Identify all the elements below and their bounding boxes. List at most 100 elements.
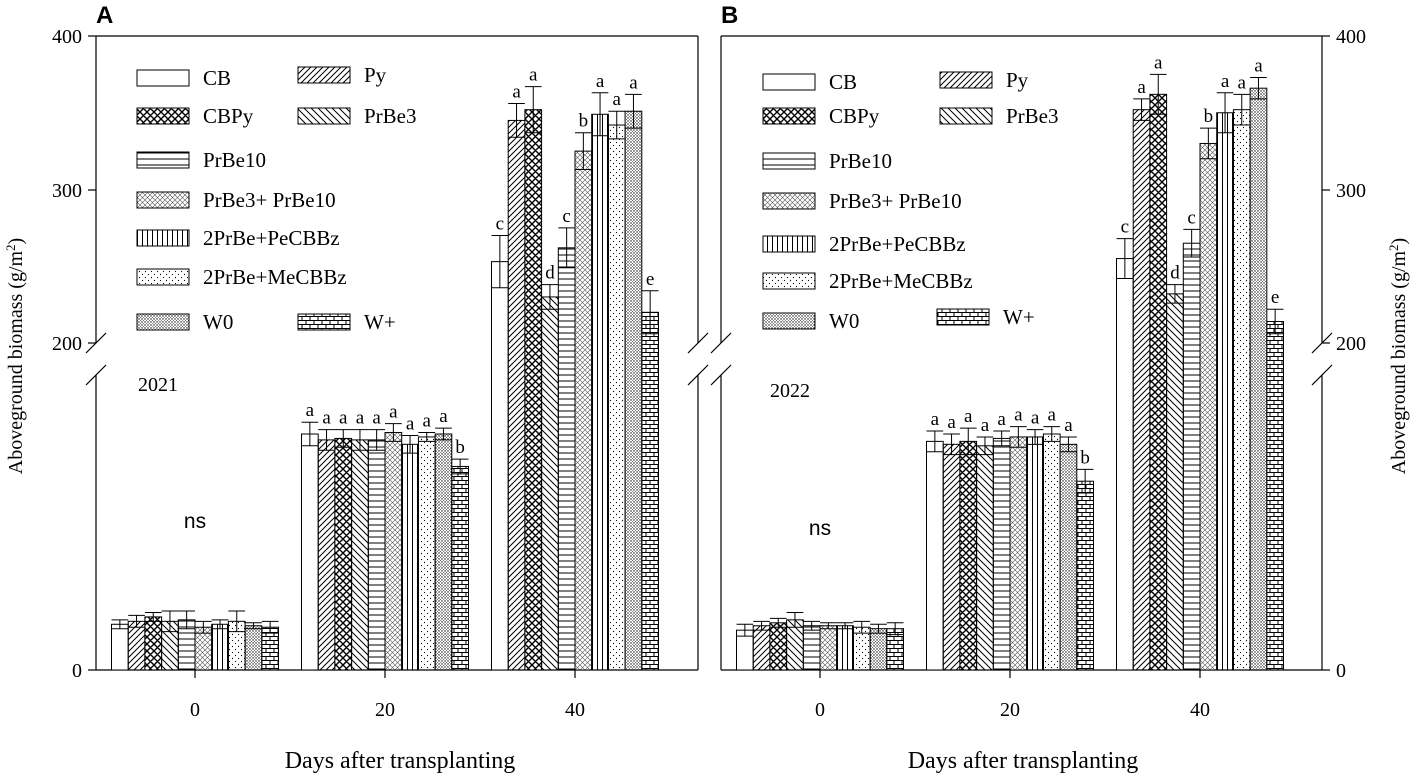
legend-label: CB [829,70,857,94]
significance-letter: c [562,206,570,227]
significance-letter: a [339,408,348,429]
bar-wplus-day20 [1076,480,1095,671]
axis-break-mark [687,332,709,354]
bar-cb-day20 [301,433,319,671]
bar-prbe3-prbe10-day20 [1009,436,1028,671]
bar-prbe3-day20 [351,439,369,671]
bar-2prbe-pecbbz-day20 [401,443,419,671]
significance-letter: a [1221,71,1230,92]
legend-label: PrBe3+ PrBe10 [829,189,962,213]
bar-2prbe-mecbbz-day20 [1042,433,1061,671]
bar-prbe3-prbe10-day0 [194,626,213,671]
legend-item-cb: CB [762,70,857,94]
significance-letter: a [1014,405,1023,426]
significance-letter: a [529,65,538,86]
x-tick-label: 40 [565,699,585,721]
y-tick-label: 200 [1336,333,1366,355]
bar-cbpy-day40 [1149,93,1168,671]
bar-py-day20 [942,443,961,671]
bar-w0-day40 [1249,87,1268,671]
bar-2prbe-pecbbz-day40 [591,113,609,671]
bar-py-day0 [127,620,146,671]
y-tick-label: 0 [72,660,82,682]
bar-cbpy-day20 [334,437,353,671]
legend-swatch [136,191,190,209]
legend-swatch [939,71,993,89]
ns-label: ns [809,517,831,540]
legend-swatch [136,151,190,169]
bar-wplus-day20 [451,465,469,671]
significance-letter: a [423,411,432,432]
y-tick-label: 200 [52,333,82,355]
legend-label: W+ [364,310,396,334]
legend-label: 2PrBe+MeCBBz [829,269,973,293]
legend-item-w0: W0 [762,309,859,333]
legend-swatch [762,235,816,253]
bar-w0-day0 [244,625,263,671]
bar-prbe10-day40 [1182,242,1201,671]
significance-letter: b [455,437,465,458]
bar-prbe3-prbe10-day40 [574,150,593,671]
significance-letter: a [964,406,973,427]
bar-py-day20 [317,439,336,671]
legend-item-2prbe-pecbbz: 2PrBe+PeCBBz [762,232,966,256]
legend-label: PrBe3+ PrBe10 [203,188,336,212]
significance-letter: a [1048,405,1057,426]
significance-letter: a [981,415,990,436]
legend-label: 2PrBe+PeCBBz [829,232,966,256]
significance-letter: c [1121,217,1129,238]
legend-label: Py [364,63,387,87]
x-tick-label: 0 [815,699,825,721]
bar-prbe3-prbe10-day20 [384,432,403,671]
legend-item-wplus: W+ [936,305,1035,329]
significance-letter: a [512,82,521,103]
legend-item-cbpy: CBPy [136,104,254,128]
legend-item-py: Py [297,63,387,87]
bar-2prbe-mecbbz-day0 [852,626,871,671]
legend-item-wplus: W+ [297,310,396,334]
legend-label: W0 [203,310,233,334]
ns-label: ns [184,510,206,533]
significance-letter: a [372,408,381,429]
year-label: 2021 [138,374,178,396]
significance-letter: b [1080,447,1090,468]
legend-swatch [297,107,351,125]
bar-2prbe-pecbbz-day0 [211,623,229,671]
x-axis-label-a: Days after transplanting [285,748,516,774]
bar-cb-day40 [1116,258,1134,671]
significance-letter: a [406,413,415,434]
significance-letter: a [931,409,940,430]
bar-prbe10-day0 [802,625,821,671]
bar-2prbe-mecbbz-day40 [1232,109,1251,671]
significance-letter: a [629,72,638,93]
legend-item-w0: W0 [136,310,233,334]
legend-label: Py [1006,68,1029,92]
panel-b-letter: B [721,2,738,29]
legend-swatch [762,107,816,125]
bar-cb-day0 [111,623,129,671]
y-axis-label-left: Aboveground biomass (g/m2) [3,238,27,474]
bar-prbe10-day40 [557,247,576,671]
legend-item-prbe3: PrBe3 [297,104,417,128]
legend-label: PrBe10 [829,149,892,173]
significance-letter: e [1271,287,1279,308]
x-tick-label: 20 [1000,699,1020,721]
significance-letter: a [322,408,331,429]
legend-swatch [762,192,816,210]
year-label: 2022 [770,380,810,402]
x-tick-label: 40 [1190,699,1210,721]
x-tick-label: 0 [190,699,200,721]
legend-item-cb: CB [136,66,231,90]
legend-label: 2PrBe+MeCBBz [203,265,347,289]
bar-py-day0 [752,625,771,671]
bar-wplus-day40 [641,311,659,671]
significance-letter: a [613,89,622,110]
axis-break-mark [85,364,107,386]
legend-label: PrBe3 [364,104,417,128]
significance-letter: d [545,263,555,284]
legend-swatch [136,69,190,87]
x-tick-label: 20 [375,699,395,721]
